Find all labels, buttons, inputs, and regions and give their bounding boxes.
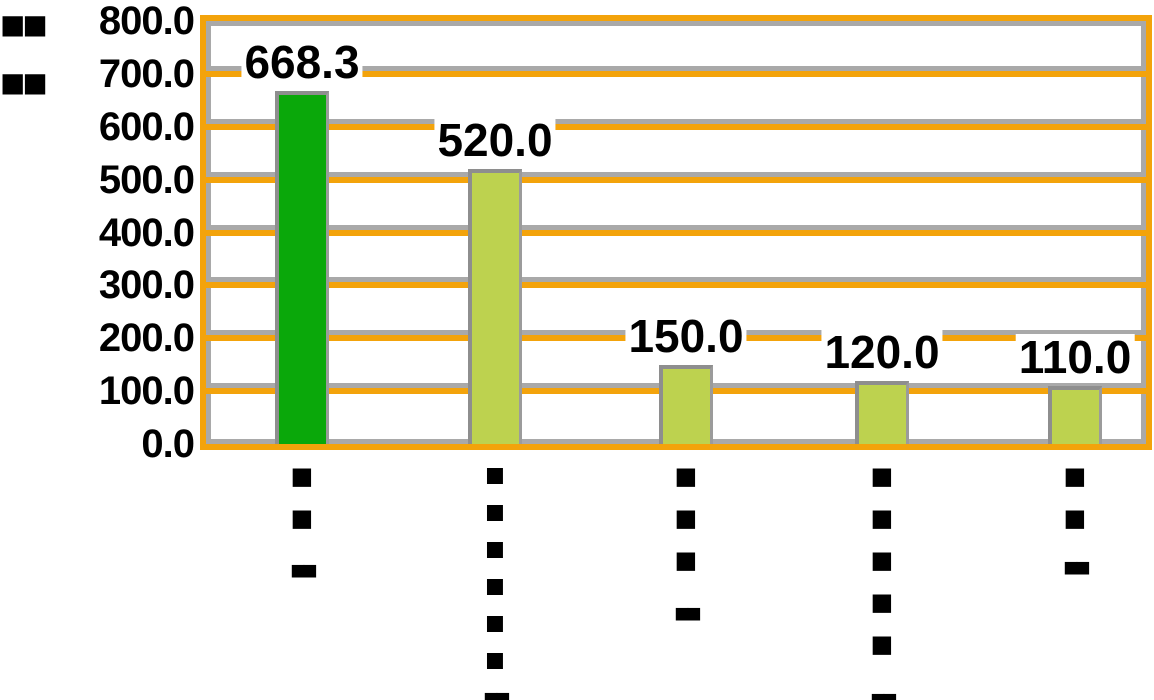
category-sub-text: ■■ — [870, 684, 897, 700]
category-main-text: ■■■■■ — [861, 456, 903, 666]
bar-3 — [659, 365, 713, 444]
category-main-text: ■■■■■■ — [476, 456, 514, 678]
bar-value-label-5: 110.0 — [1015, 334, 1135, 380]
category-sub-text: ■■ — [674, 598, 701, 628]
category-label-4-illegible: ■■■■■ ■■ — [822, 456, 942, 700]
y-tick-label-800.0: 800.0 — [98, 0, 195, 43]
category-sub-text: ■■ — [483, 683, 510, 700]
bar-1-highlighted — [275, 91, 329, 444]
gridline-700 — [206, 66, 1146, 77]
bar-4 — [855, 381, 909, 444]
category-label-5-illegible: ■■ ■■ — [1015, 456, 1135, 580]
category-sub-text: ■■ — [1063, 552, 1090, 582]
axis-unit-label: ■■ ■■ — [0, 1, 48, 106]
category-sub-text: ■■ — [290, 555, 317, 585]
category-label-3-illegible: ■■■ ■■ — [626, 456, 746, 626]
y-tick-label-0.0: 0.0 — [141, 422, 195, 466]
category-label-2-illegible: ■■■■■■ ■■ — [435, 456, 555, 700]
gridline-600 — [206, 119, 1146, 130]
gridline-400 — [206, 225, 1146, 236]
gridline-500 — [206, 172, 1146, 183]
y-tick-label-200.0: 200.0 — [98, 316, 195, 360]
category-main-text: ■■ — [281, 456, 323, 540]
category-main-text: ■■ — [1054, 456, 1096, 540]
gridline-300 — [206, 277, 1146, 288]
category-label-1-illegible: ■■ ■■ — [242, 456, 362, 583]
category-main-text: ■■■ — [665, 456, 707, 582]
y-tick-label-100.0: 100.0 — [98, 369, 195, 413]
y-tick-label-300.0: 300.0 — [98, 263, 195, 307]
bar-2 — [468, 169, 522, 444]
y-tick-label-600.0: 600.0 — [98, 105, 195, 149]
bar-value-label-4: 120.0 — [821, 329, 943, 375]
y-tick-label-500.0: 500.0 — [98, 158, 195, 202]
y-tick-label-700.0: 700.0 — [98, 52, 195, 96]
bar-5 — [1048, 386, 1102, 444]
bar-value-label-1: 668.3 — [241, 39, 363, 85]
bar-value-label-3: 150.0 — [625, 313, 747, 359]
bar-value-label-2: 520.0 — [434, 117, 556, 163]
y-tick-label-400.0: 400.0 — [98, 211, 195, 255]
plot-area: 668.3 520.0 150.0 120.0 110.0 — [200, 15, 1152, 450]
